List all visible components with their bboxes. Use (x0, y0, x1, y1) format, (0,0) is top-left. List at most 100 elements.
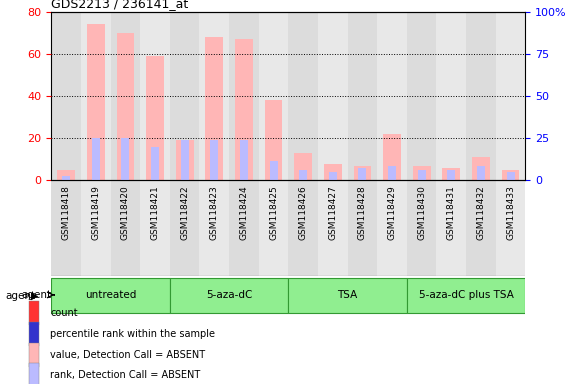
Bar (270, 161, 278, 180)
Text: percentile rank within the sample: percentile rank within the sample (50, 329, 215, 339)
Bar (81, 180, 111, 276)
Bar (229, 12, 259, 180)
Bar (477, 166, 485, 180)
Bar (140, 180, 170, 276)
Text: GSM118426: GSM118426 (299, 185, 308, 240)
Bar (506, 172, 514, 180)
Text: untreated: untreated (85, 290, 136, 300)
Text: GSM118423: GSM118423 (210, 185, 219, 240)
Bar (51, 278, 170, 313)
Bar (81, 12, 111, 180)
Bar (466, 12, 496, 180)
Text: GSM118422: GSM118422 (180, 185, 189, 240)
Bar (29, 363, 39, 384)
Bar (51, 180, 81, 276)
Bar (496, 180, 525, 276)
Text: ▶: ▶ (31, 291, 39, 301)
Bar (170, 180, 199, 276)
Bar (265, 100, 283, 180)
Bar (417, 170, 425, 180)
Bar (388, 166, 396, 180)
Text: GSM118418: GSM118418 (62, 185, 71, 240)
Bar (407, 278, 525, 313)
Bar (259, 12, 288, 180)
Bar (210, 140, 218, 180)
Bar (318, 12, 348, 180)
Bar (502, 170, 520, 180)
Text: GSM118433: GSM118433 (506, 185, 515, 240)
Text: GSM118428: GSM118428 (358, 185, 367, 240)
Bar (348, 12, 377, 180)
Bar (383, 134, 401, 180)
Bar (92, 138, 100, 180)
Text: 5-aza-dC plus TSA: 5-aza-dC plus TSA (419, 290, 513, 300)
Bar (29, 322, 39, 346)
Bar (29, 301, 39, 325)
Bar (496, 12, 525, 180)
Bar (377, 12, 407, 180)
Text: rank, Detection Call = ABSENT: rank, Detection Call = ABSENT (50, 370, 200, 381)
Bar (116, 33, 134, 180)
Text: TSA: TSA (337, 290, 357, 300)
Bar (199, 180, 229, 276)
Text: GSM118424: GSM118424 (239, 185, 248, 240)
Bar (447, 170, 455, 180)
Bar (111, 180, 140, 276)
Bar (324, 164, 341, 180)
Bar (170, 278, 288, 313)
Text: value, Detection Call = ABSENT: value, Detection Call = ABSENT (50, 349, 206, 360)
Bar (151, 147, 159, 180)
Bar (51, 12, 81, 180)
Bar (318, 180, 348, 276)
Text: GDS2213 / 236141_at: GDS2213 / 236141_at (51, 0, 188, 10)
Text: GSM118420: GSM118420 (121, 185, 130, 240)
Bar (229, 180, 259, 276)
Bar (235, 39, 253, 180)
Bar (111, 12, 140, 180)
Bar (348, 180, 377, 276)
Bar (288, 12, 318, 180)
Bar (377, 180, 407, 276)
Bar (122, 138, 130, 180)
Text: GSM118425: GSM118425 (269, 185, 278, 240)
Bar (29, 343, 39, 367)
Bar (170, 12, 199, 180)
Text: GSM118431: GSM118431 (447, 185, 456, 240)
Text: GSM118421: GSM118421 (151, 185, 159, 240)
Bar (353, 166, 371, 180)
Text: GSM118419: GSM118419 (91, 185, 100, 240)
Text: GSM118430: GSM118430 (417, 185, 426, 240)
Text: GSM118429: GSM118429 (388, 185, 396, 240)
Bar (407, 180, 436, 276)
Bar (299, 170, 307, 180)
Text: agent: agent (21, 290, 51, 300)
Bar (140, 12, 170, 180)
Bar (288, 278, 407, 313)
Bar (436, 180, 466, 276)
Bar (407, 12, 436, 180)
Bar (259, 180, 288, 276)
Bar (199, 12, 229, 180)
Text: GSM118427: GSM118427 (328, 185, 337, 240)
Bar (62, 176, 70, 180)
Bar (466, 180, 496, 276)
Bar (443, 168, 460, 180)
Bar (180, 140, 188, 180)
Text: 5-aza-dC: 5-aza-dC (206, 290, 252, 300)
Bar (240, 140, 248, 180)
Text: count: count (50, 308, 78, 318)
Bar (329, 172, 337, 180)
Bar (472, 157, 490, 180)
Text: GSM118432: GSM118432 (476, 185, 485, 240)
Bar (146, 56, 164, 180)
Bar (206, 37, 223, 180)
Bar (288, 180, 318, 276)
Bar (436, 12, 466, 180)
Bar (294, 153, 312, 180)
Bar (57, 170, 75, 180)
Bar (87, 24, 104, 180)
Bar (413, 166, 431, 180)
Bar (359, 168, 367, 180)
Text: agent: agent (6, 291, 36, 301)
Bar (176, 140, 194, 180)
